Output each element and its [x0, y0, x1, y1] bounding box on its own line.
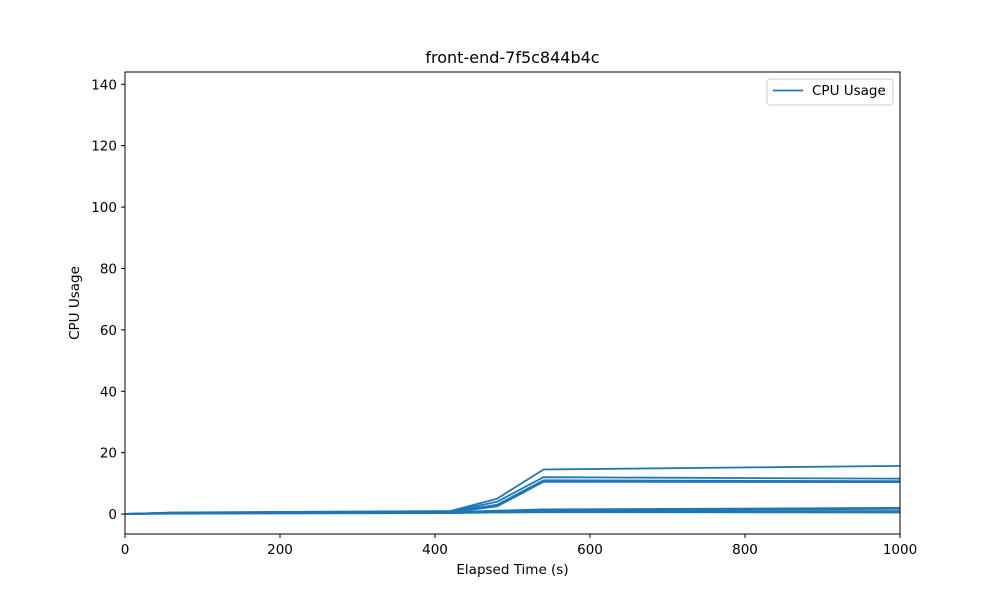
y-axis-label: CPU Usage — [67, 266, 83, 340]
x-tick-label: 600 — [577, 542, 603, 558]
y-tick-label: 60 — [100, 323, 117, 339]
legend: CPU Usage — [766, 78, 894, 106]
y-tick-label: 140 — [91, 77, 117, 93]
x-axis-ticks: 0 200 400 600 800 1000 — [121, 534, 917, 558]
x-tick-label: 1000 — [883, 542, 917, 558]
y-tick-label: 20 — [100, 446, 117, 462]
legend-box — [766, 78, 894, 106]
y-axis-ticks: 0 20 40 60 80 100 120 140 — [91, 77, 125, 523]
y-tick-label: 120 — [91, 139, 117, 155]
x-tick-label: 200 — [267, 542, 293, 558]
x-tick-label: 0 — [121, 542, 130, 558]
y-tick-label: 40 — [100, 384, 117, 400]
plot-lines — [124, 465, 901, 515]
series-line-8 — [124, 511, 901, 515]
x-axis-label: Elapsed Time (s) — [456, 562, 568, 578]
plot-area-frame — [124, 71, 901, 535]
chart-title: front-end-7f5c844b4c — [425, 48, 599, 67]
y-tick-label: 0 — [108, 507, 117, 523]
x-tick-label: 800 — [732, 542, 758, 558]
legend-label: CPU Usage — [812, 83, 886, 99]
y-tick-label: 80 — [100, 261, 117, 277]
x-tick-label: 400 — [422, 542, 448, 558]
series-line-1 — [124, 465, 901, 515]
y-tick-label: 100 — [91, 200, 117, 216]
